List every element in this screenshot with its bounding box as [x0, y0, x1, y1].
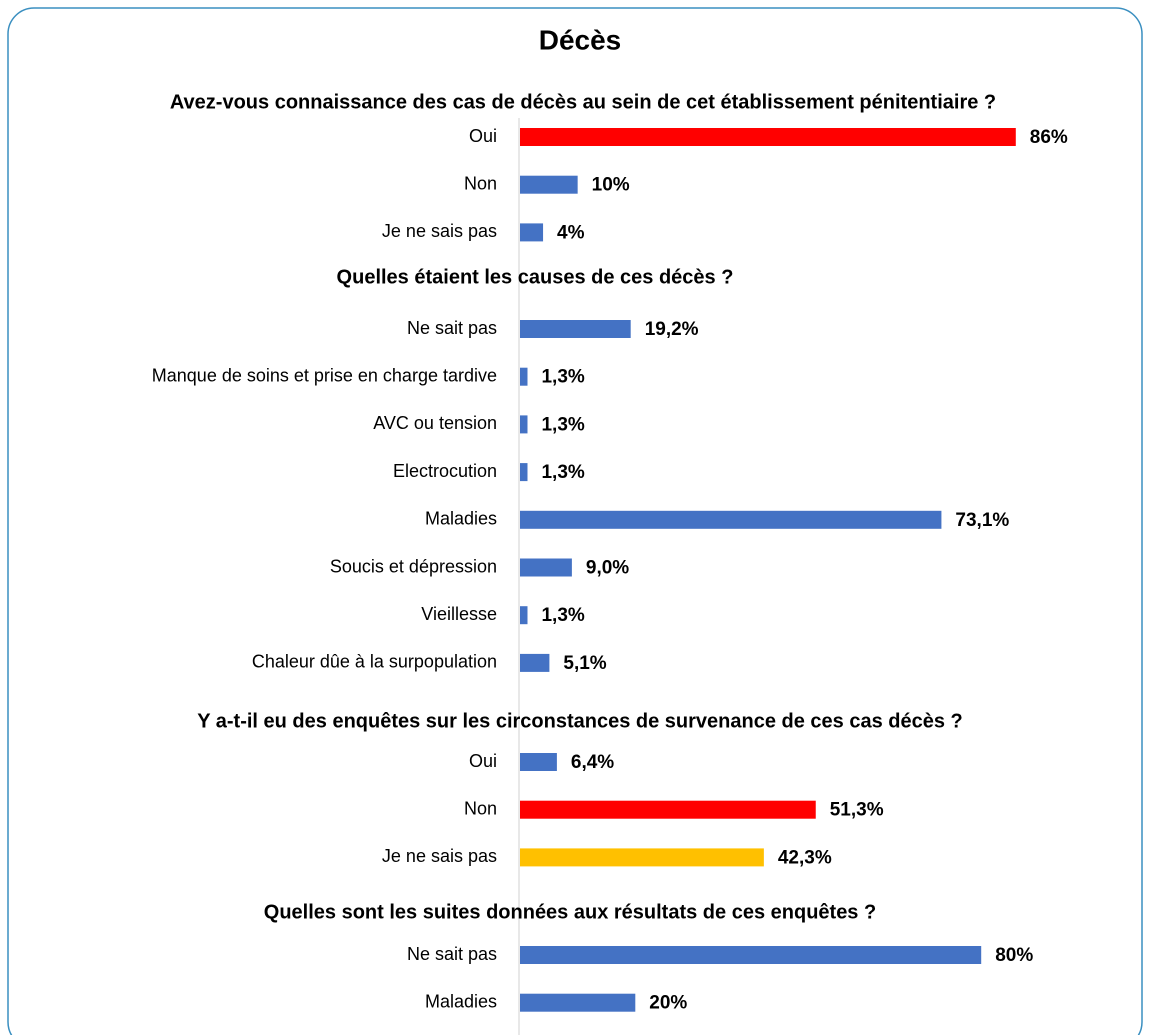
value-label: 42,3% — [778, 847, 832, 868]
value-label: 6,4% — [571, 752, 614, 773]
category-label: Ne sait pas — [407, 944, 497, 964]
value-label: 10% — [592, 175, 630, 196]
bar — [520, 606, 528, 625]
frame — [7, 7, 1143, 1035]
bar — [520, 415, 528, 434]
category-label: Manque de soins et prise en charge tardi… — [152, 365, 497, 385]
value-label: 5,1% — [563, 653, 606, 674]
value-label: 73,1% — [955, 510, 1009, 531]
value-label: 51,3% — [830, 800, 884, 821]
category-label: Oui — [469, 751, 497, 771]
bar — [520, 175, 578, 194]
value-label: 86% — [1030, 127, 1068, 148]
category-label: Je ne sais pas — [382, 221, 497, 241]
value-label: 1,3% — [541, 414, 584, 435]
bar — [520, 848, 764, 867]
category-label: Electrocution — [393, 461, 497, 481]
category-label: AVC ou tension — [373, 413, 497, 433]
bar — [520, 510, 942, 529]
bar — [520, 753, 557, 771]
category-label: Soucis et dépression — [330, 556, 497, 576]
value-label: 80% — [995, 945, 1033, 966]
bar — [520, 800, 816, 819]
category-label: Non — [464, 173, 497, 193]
category-label: Je ne sais pas — [382, 846, 497, 866]
value-label: 4% — [557, 222, 585, 243]
value-label: 9,0% — [586, 558, 629, 579]
section-title: Quelles sont les suites données aux résu… — [264, 901, 876, 923]
bar — [520, 223, 544, 242]
category-label: Maladies — [425, 509, 497, 529]
value-label: 20% — [649, 993, 687, 1014]
bar — [520, 993, 636, 1012]
category-label: Vieillesse — [421, 604, 497, 624]
value-label: 19,2% — [645, 319, 699, 340]
section-title: Quelles étaient les causes de ces décès … — [337, 266, 734, 288]
bar — [520, 128, 1016, 146]
value-label: 1,3% — [541, 367, 584, 388]
section-title: Avez-vous connaissance des cas de décès … — [170, 91, 996, 113]
bar — [520, 320, 631, 338]
bar — [520, 558, 572, 577]
section-title: Y a-t-il eu des enquêtes sur les circons… — [197, 710, 963, 732]
main-title: Décès — [539, 24, 622, 55]
category-label: Maladies — [425, 991, 497, 1011]
category-label: Non — [464, 798, 497, 818]
bar — [520, 463, 528, 482]
value-label: 1,3% — [541, 462, 584, 483]
category-label: Ne sait pas — [407, 318, 497, 338]
category-label: Chaleur dûe à la surpopulation — [252, 652, 497, 672]
bar — [520, 367, 528, 386]
bar — [520, 653, 550, 672]
value-label: 1,3% — [541, 605, 584, 626]
category-label: Oui — [469, 126, 497, 146]
bar — [520, 946, 982, 964]
